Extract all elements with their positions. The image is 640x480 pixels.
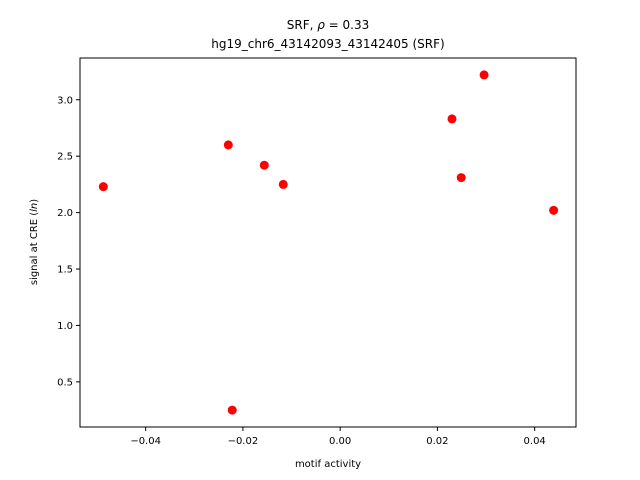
x-tick-label: −0.04	[130, 436, 161, 447]
x-tick-label: 0.00	[329, 436, 351, 447]
data-point	[447, 114, 457, 124]
data-point	[278, 179, 288, 189]
x-axis-label: motif activity	[295, 459, 361, 470]
plot-area: −0.04 −0.02 0.00 0.02 0.04 0.5 1.0 1.5 2.0 2.5 3.…	[57, 57, 577, 447]
x-tick-label: −0.02	[228, 436, 259, 447]
y-axis: 0.5 1.0 1.5 2.0 2.5 3.0	[57, 95, 80, 388]
data-points	[98, 70, 559, 415]
x-tick-label: 0.04	[524, 436, 546, 447]
data-point	[456, 173, 466, 183]
y-tick-label: 1.5	[57, 265, 73, 276]
x-axis: −0.04 −0.02 0.00 0.02 0.04	[130, 427, 546, 447]
plot-frame	[79, 57, 577, 428]
chart-title-line2: hg19_chr6_43142093_43142405 (SRF)	[211, 37, 444, 51]
data-point	[549, 205, 559, 215]
y-axis-label: signal at CRE (ln)	[29, 199, 40, 285]
chart-title-line1: SRF, ρ = 0.33	[287, 18, 370, 32]
y-tick-label: 0.5	[57, 377, 73, 388]
x-tick-label: 0.02	[426, 436, 448, 447]
data-point	[98, 182, 108, 192]
data-point	[259, 160, 269, 170]
data-point	[223, 140, 233, 150]
y-tick-label: 2.0	[57, 208, 73, 219]
data-point	[227, 405, 237, 415]
y-tick-label: 3.0	[57, 95, 73, 106]
y-tick-label: 1.0	[57, 321, 73, 332]
y-tick-label: 2.5	[57, 152, 73, 163]
data-point	[479, 70, 489, 80]
